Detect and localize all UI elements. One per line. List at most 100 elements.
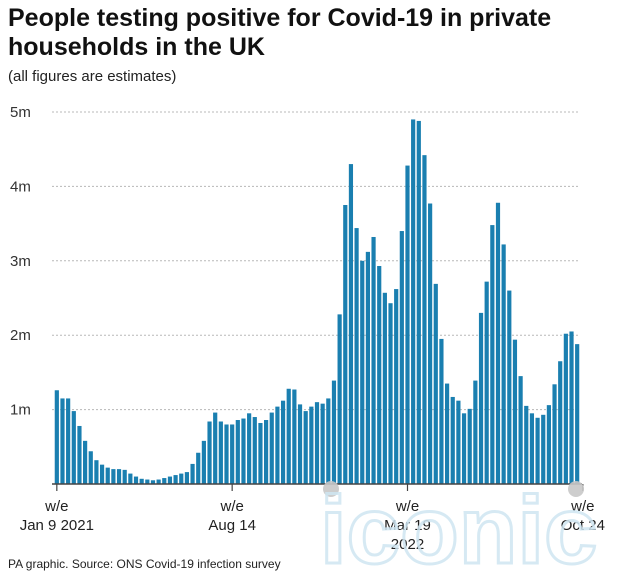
bar <box>456 400 461 484</box>
bar <box>116 469 122 484</box>
bar <box>252 417 257 484</box>
bar <box>399 231 404 484</box>
y-tick-label: 2m <box>10 327 31 344</box>
bar <box>422 155 427 485</box>
bar <box>258 422 263 484</box>
bar <box>213 412 218 484</box>
bar <box>320 403 325 484</box>
bar <box>122 469 127 484</box>
bar <box>224 424 229 484</box>
bar <box>105 467 110 484</box>
bar <box>444 383 450 484</box>
bar <box>264 420 269 484</box>
bar <box>512 339 518 484</box>
bar <box>563 333 568 484</box>
gridlines <box>52 111 580 411</box>
bar <box>416 120 421 484</box>
bar <box>331 380 337 484</box>
bar <box>405 165 410 484</box>
bar <box>490 225 495 484</box>
chart-subtitle: (all figures are estimates) <box>8 68 177 85</box>
bar <box>179 473 184 484</box>
bar <box>343 205 348 484</box>
bar <box>230 424 235 484</box>
bar <box>88 451 93 484</box>
bar <box>162 478 167 484</box>
bar <box>337 314 342 484</box>
bar <box>111 469 116 484</box>
bar <box>71 411 76 484</box>
bar <box>156 479 161 484</box>
bar <box>546 405 551 484</box>
bar <box>94 460 99 484</box>
bar <box>518 376 523 484</box>
bar <box>207 421 212 484</box>
bar <box>196 452 201 484</box>
y-tick-label: 5m <box>10 104 31 121</box>
x-tick-label: Mar 19 <box>384 517 431 534</box>
x-tick-label: w/e <box>395 498 419 515</box>
bar <box>461 413 467 484</box>
bar <box>360 260 365 484</box>
bar <box>428 203 433 484</box>
bar <box>77 425 82 484</box>
bar <box>552 384 557 484</box>
bar <box>133 476 139 484</box>
bar <box>524 405 529 484</box>
y-tick-label: 4m <box>10 178 31 195</box>
bar <box>275 406 280 484</box>
axis-marker-dot <box>323 481 339 497</box>
bar <box>292 389 297 484</box>
bar <box>190 463 195 484</box>
bar <box>66 398 71 484</box>
bar <box>473 380 478 484</box>
bar <box>54 390 59 484</box>
bar <box>388 303 393 484</box>
bar <box>184 472 190 484</box>
bar <box>382 292 387 484</box>
bar <box>128 473 133 484</box>
bar <box>394 289 399 484</box>
bar <box>411 119 416 484</box>
x-tick-label: 2022 <box>391 536 424 553</box>
bar <box>326 398 331 484</box>
bar <box>558 361 563 484</box>
bars <box>54 119 580 485</box>
x-tick-label: Oct 24 <box>561 517 605 534</box>
x-axis-labels: w/e Jan 9 2021 w/e Aug 14 w/e Mar 19 2022 w/e Oc… <box>20 481 605 553</box>
x-tick-label: Aug 14 <box>208 517 256 534</box>
source-note: PA graphic. Source: ONS Covid-19 infecti… <box>8 557 281 571</box>
bar <box>501 244 506 484</box>
bar <box>314 402 320 484</box>
bar <box>433 283 438 484</box>
bar <box>478 312 484 484</box>
bar <box>99 464 105 484</box>
bar <box>529 413 535 484</box>
bar <box>139 478 144 484</box>
x-tick-label: w/e <box>44 498 68 515</box>
bar <box>309 406 314 484</box>
bar <box>495 202 501 484</box>
bar <box>286 388 291 484</box>
bar <box>218 421 223 484</box>
bar <box>167 476 173 484</box>
bar <box>439 338 444 484</box>
bar <box>145 479 150 484</box>
axis-marker-dot <box>568 481 584 497</box>
bar <box>303 411 308 484</box>
bar <box>569 331 574 484</box>
bar <box>173 475 178 484</box>
bar <box>150 480 156 484</box>
bar <box>297 404 303 484</box>
bar <box>377 266 382 484</box>
x-tick-label: w/e <box>219 498 243 515</box>
x-tick-label: Jan 9 2021 <box>20 517 94 534</box>
bar <box>484 281 489 484</box>
y-tick-label: 1m <box>10 402 31 419</box>
bar <box>541 414 546 484</box>
bar <box>201 440 206 484</box>
bar <box>354 228 359 484</box>
bar <box>241 418 246 484</box>
bar <box>269 412 274 484</box>
